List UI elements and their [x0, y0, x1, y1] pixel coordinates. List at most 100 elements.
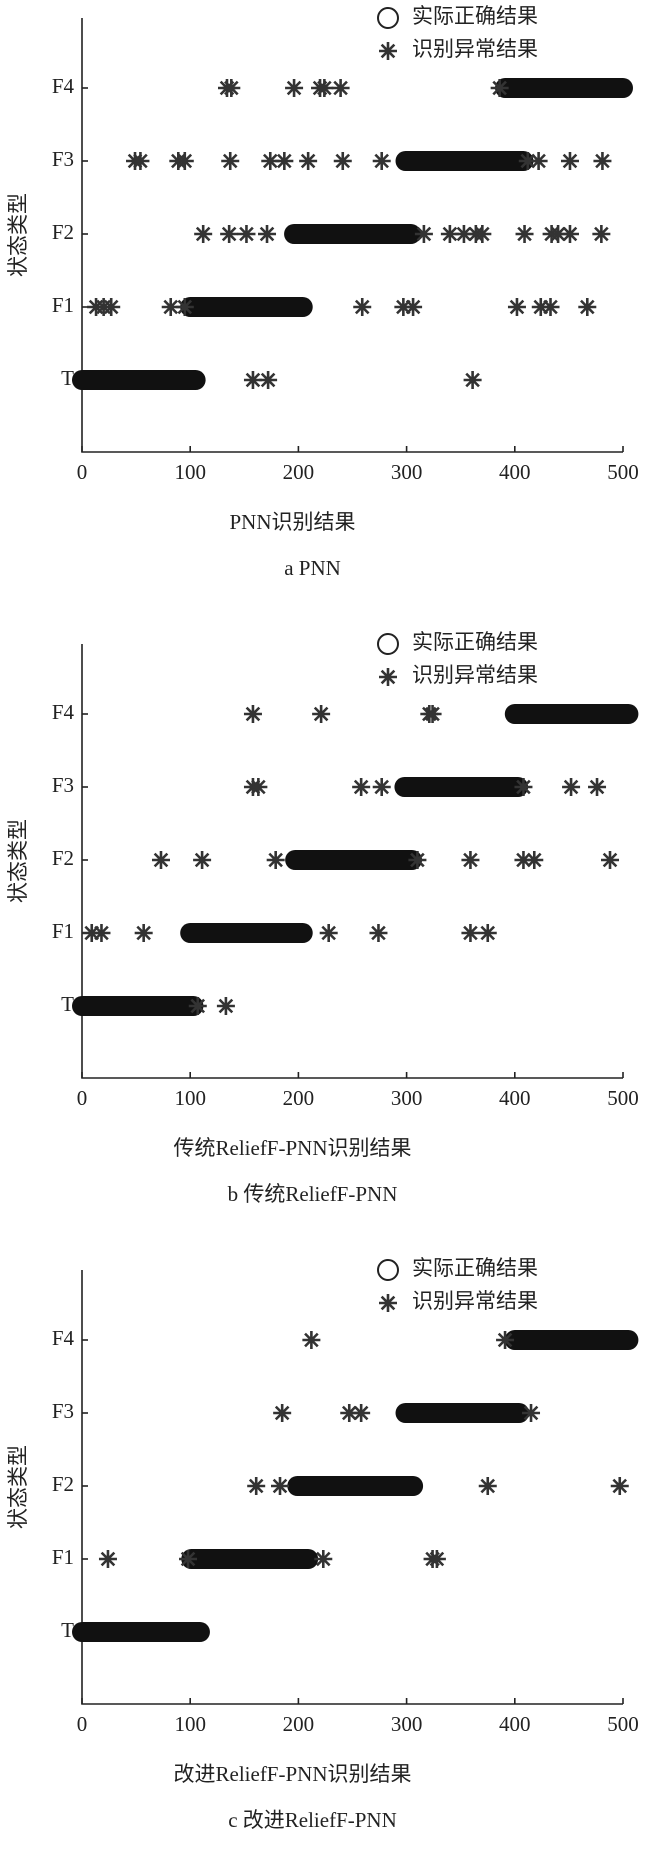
asterisk-stroke [82, 924, 101, 942]
asterisk-stroke [461, 851, 480, 869]
y-tick-label: F4 [52, 700, 75, 724]
abnormal-point [588, 778, 607, 796]
abnormal-point [259, 371, 278, 389]
abnormal-point [261, 152, 280, 170]
x-tick-label: 100 [174, 1086, 206, 1110]
abnormal-point [522, 1404, 541, 1422]
x-tick-label: 300 [391, 460, 423, 484]
asterisk-stroke [249, 778, 268, 796]
abnormal-point [221, 152, 240, 170]
abnormal-point [394, 298, 413, 316]
x-tick-label: 400 [499, 1712, 531, 1736]
asterisk-stroke [340, 1404, 359, 1422]
asterisk-stroke [592, 225, 611, 243]
abnormal-point [131, 152, 150, 170]
x-tick-label: 500 [607, 1712, 639, 1736]
abnormal-point [610, 1477, 629, 1495]
asterisk-stroke [601, 851, 620, 869]
asterisk-stroke [175, 152, 194, 170]
abnormal-point [515, 225, 534, 243]
correct-band [181, 1549, 319, 1569]
asterisk-stroke [220, 225, 239, 243]
abnormal-point [237, 225, 256, 243]
caption: b 传统ReliefF-PNN [228, 1182, 398, 1206]
abnormal-point [593, 152, 612, 170]
asterisk-stroke [379, 42, 397, 60]
asterisk-stroke [588, 778, 607, 796]
abnormal-point [319, 924, 338, 942]
y-tick-label: F4 [52, 1326, 75, 1350]
asterisk-stroke [562, 778, 581, 796]
asterisk-stroke [514, 778, 533, 796]
abnormal-point [507, 298, 526, 316]
asterisk-stroke [175, 298, 194, 316]
correct-band [395, 1403, 530, 1423]
abnormal-point [302, 1331, 321, 1349]
x-tick-label: 500 [607, 460, 639, 484]
abnormal-point [312, 705, 331, 723]
abnormal-point [216, 997, 235, 1015]
abnormal-point [315, 79, 334, 97]
abnormal-point [352, 1404, 371, 1422]
abnormal-point [379, 42, 397, 60]
x-tick-label: 400 [499, 460, 531, 484]
x-tick-label: 200 [283, 1712, 315, 1736]
y-tick-label: T [61, 1618, 74, 1642]
abnormal-point [592, 225, 611, 243]
asterisk-stroke [478, 1477, 497, 1495]
abnormal-point [531, 298, 550, 316]
abnormal-point [440, 225, 459, 243]
abnormal-point [194, 225, 213, 243]
asterisk-stroke [461, 924, 480, 942]
abnormal-point [478, 924, 497, 942]
abnormal-point [541, 298, 560, 316]
abnormal-point [514, 851, 533, 869]
asterisk-stroke [353, 298, 372, 316]
abnormal-point [193, 851, 212, 869]
abnormal-point [161, 298, 180, 316]
asterisk-stroke [610, 1477, 629, 1495]
asterisk-stroke [560, 225, 579, 243]
asterisk-stroke [275, 152, 294, 170]
y-tick-label: F4 [52, 74, 75, 98]
asterisk-stroke [531, 298, 550, 316]
x-tick-label: 400 [499, 1086, 531, 1110]
x-tick-label: 300 [391, 1712, 423, 1736]
legend-label: 识别异常结果 [412, 37, 538, 61]
asterisk-stroke [473, 225, 492, 243]
abnormal-point [92, 924, 111, 942]
asterisk-stroke [247, 1477, 266, 1495]
abnormal-point [243, 371, 262, 389]
x-axis-label: 传统ReliefF-PNN识别结果 [174, 1136, 412, 1160]
legend-label: 实际正确结果 [412, 1256, 538, 1280]
correct-band [504, 1330, 639, 1350]
abnormal-point [266, 851, 285, 869]
abnormal-point [379, 1294, 397, 1312]
asterisk-stroke [372, 778, 391, 796]
asterisk-stroke [440, 225, 459, 243]
abnormal-point [463, 371, 482, 389]
x-tick-label: 0 [77, 460, 88, 484]
abnormal-point [379, 668, 397, 686]
legend-label: 实际正确结果 [412, 630, 538, 654]
abnormal-point [331, 79, 350, 97]
abnormal-point [369, 924, 388, 942]
abnormal-point [549, 225, 568, 243]
correct-band [72, 370, 206, 390]
asterisk-stroke [261, 152, 280, 170]
asterisk-stroke [507, 298, 526, 316]
abnormal-point [525, 851, 544, 869]
legend-marker [377, 633, 399, 655]
legend-label: 识别异常结果 [412, 663, 538, 687]
caption: c 改进ReliefF-PNN [228, 1808, 397, 1832]
abnormal-point [478, 1477, 497, 1495]
caption: a PNN [284, 556, 341, 580]
asterisk-stroke [369, 924, 388, 942]
y-tick-label: F2 [52, 1472, 74, 1496]
asterisk-stroke [188, 997, 207, 1015]
abnormal-point [490, 79, 509, 97]
y-tick-label: T [61, 992, 74, 1016]
asterisk-stroke [514, 851, 533, 869]
legend-label: 识别异常结果 [412, 1289, 538, 1313]
